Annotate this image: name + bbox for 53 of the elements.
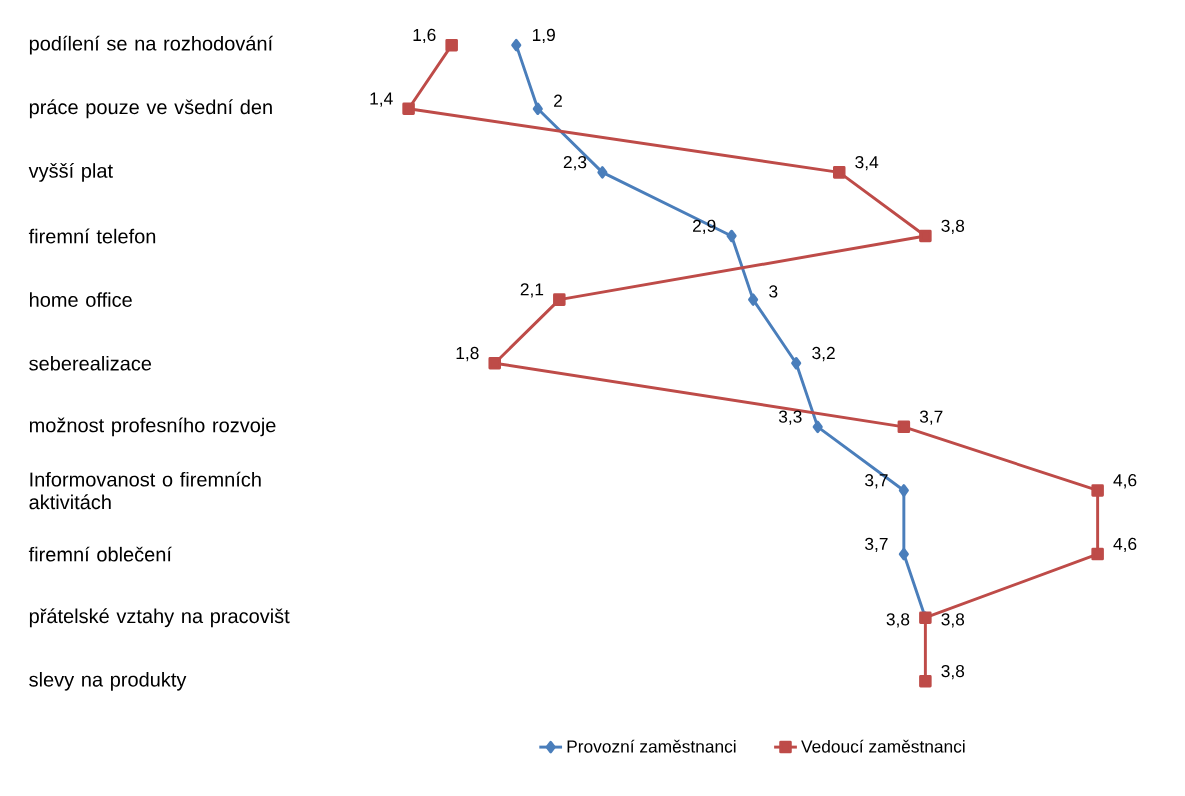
point (791, 357, 802, 370)
point (898, 547, 909, 561)
data-label: 3,7 (865, 474, 888, 489)
y-tick-label: slevy na produkty (29, 672, 187, 691)
legend-label: Vedoucí zaměstnanci (801, 739, 965, 753)
y-tick-label: home office (30, 292, 132, 308)
point (897, 420, 911, 434)
point (748, 293, 759, 306)
data-label: 1,4 (370, 92, 393, 107)
data-label: 3,8 (886, 613, 910, 628)
y-tick-label: seberealizace (29, 356, 152, 371)
data-label: 3,7 (865, 537, 888, 553)
y-tick-label: podílení se na rozhodování (29, 35, 273, 55)
data-label: 3,8 (941, 219, 965, 235)
data-label: 3,8 (941, 665, 965, 680)
y-tick-label: možnost profesního rozvoje (29, 417, 276, 437)
data-label: 3,3 (778, 410, 802, 425)
data-label: 3,2 (812, 346, 835, 362)
data-label: 2,1 (520, 283, 544, 298)
data-label: 3,4 (855, 156, 879, 171)
point (445, 38, 458, 52)
data-label: 1,8 (456, 346, 479, 362)
data-label: 1,9 (532, 28, 555, 44)
point (832, 166, 846, 179)
data-label: 1,6 (413, 28, 436, 44)
point (488, 357, 501, 370)
y-tick-label: přátelské vztahy na pracovišt (29, 608, 290, 628)
data-label: 3,7 (919, 410, 943, 425)
point (597, 166, 608, 179)
point (532, 102, 543, 116)
y-tick-label: firemní oblečení (28, 546, 172, 562)
data-label: 4,6 (1113, 474, 1137, 489)
point (402, 102, 415, 116)
data-label: 3 (769, 285, 778, 298)
y-tick-label: Informovanost o firemních aktivitách (29, 471, 261, 510)
data-label: 2 (554, 94, 562, 107)
data-label: 2,9 (693, 219, 716, 235)
legend-label: Provozní zaměstnanci (567, 739, 736, 753)
point (919, 675, 932, 688)
point (919, 229, 932, 243)
point (553, 293, 566, 306)
data-label: 4,6 (1113, 537, 1137, 553)
point (1091, 547, 1104, 561)
point (1091, 484, 1104, 497)
y-tick-label: firemní telefon (28, 228, 156, 244)
data-label: 2,3 (563, 156, 587, 171)
point (511, 38, 522, 52)
y-tick-label: vyšší plat (28, 163, 113, 182)
point (726, 229, 737, 243)
point (898, 484, 909, 497)
data-label: 3,8 (941, 613, 965, 628)
y-tick-label: práce pouze ve všední den (29, 99, 272, 119)
point (812, 420, 823, 434)
